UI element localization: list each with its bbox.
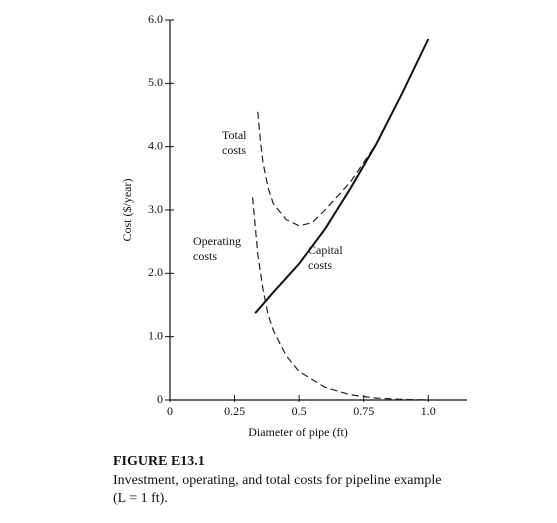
x-tick-label: 0.25 <box>224 404 245 418</box>
y-tick-label: 2.0 <box>148 265 163 279</box>
caption-line: Investment, operating, and total costs f… <box>113 473 442 488</box>
x-tick-label: 0 <box>167 404 173 418</box>
y-tick-label: 1.0 <box>148 328 163 342</box>
caption-line: (L = 1 ft). <box>113 491 168 506</box>
series-label: costs <box>222 143 246 157</box>
x-tick-label: 1.0 <box>421 404 436 418</box>
figure-heading: FIGURE E13.1 <box>113 454 205 469</box>
y-axis-label: Cost ($/year) <box>120 179 134 242</box>
y-tick-label: 0 <box>157 392 163 406</box>
x-tick-label: 0.75 <box>353 404 374 418</box>
series-line <box>257 111 385 227</box>
y-tick-label: 3.0 <box>148 202 163 216</box>
y-tick-label: 4.0 <box>148 138 163 152</box>
x-tick-label: 0.5 <box>292 404 307 418</box>
y-tick-label: 6.0 <box>148 12 163 26</box>
series-line <box>252 197 429 401</box>
series-line <box>254 38 430 314</box>
x-axis-label: Diameter of pipe (ft) <box>248 425 348 439</box>
series-label: costs <box>193 249 217 263</box>
series-label: Capital <box>308 243 343 257</box>
series-label: Operating <box>193 234 241 248</box>
y-tick-label: 5.0 <box>148 75 163 89</box>
series-label: costs <box>308 258 332 272</box>
series-label: Total <box>222 128 247 142</box>
